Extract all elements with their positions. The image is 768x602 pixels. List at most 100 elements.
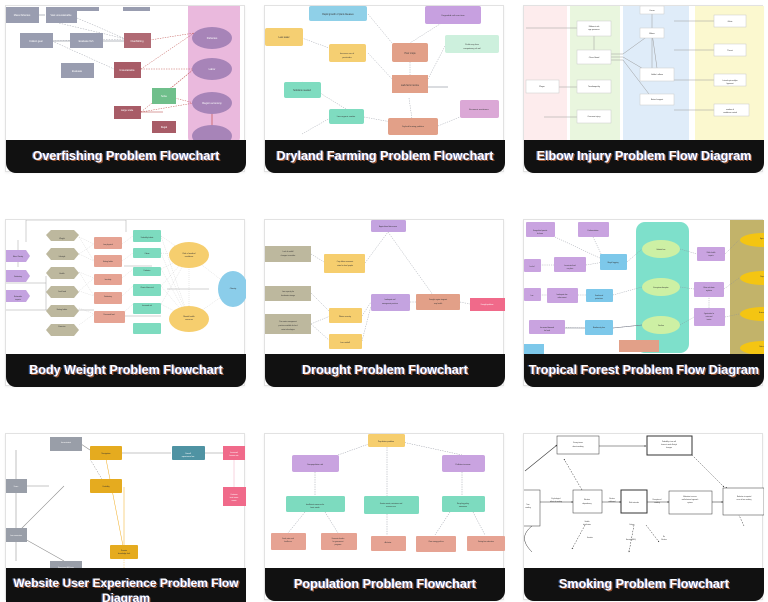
- svg-text:Sedentary: Sedentary: [104, 295, 112, 298]
- svg-text:Obesity: Obesity: [230, 287, 236, 290]
- svg-text:Anxiety (EEG): Anxiety (EEG): [626, 538, 636, 541]
- svg-text:Large scale: Large scale: [121, 109, 134, 112]
- svg-text:Water scarcity: Water scarcity: [339, 315, 351, 318]
- svg-text:Unsustainable: Unsustainable: [119, 69, 135, 72]
- svg-text:Lateral epicondylar: Lateral epicondylar: [722, 79, 738, 82]
- svg-text:Elbow: Elbow: [649, 33, 655, 35]
- svg-text:Population problem: Population problem: [378, 440, 395, 443]
- svg-text:Overfishing: Overfishing: [130, 39, 144, 43]
- svg-text:Natural support: Natural support: [651, 98, 664, 101]
- svg-text:changes: changes: [666, 447, 672, 449]
- svg-text:Evaluate fish: Evaluate fish: [79, 39, 94, 43]
- svg-text:pesticides: pesticides: [342, 56, 351, 59]
- svg-text:remain: remain: [231, 499, 236, 502]
- svg-text:Degraded soil over time: Degraded soil over time: [441, 14, 465, 17]
- svg-text:Drought region stagnant: Drought region stagnant: [429, 298, 448, 301]
- svg-text:Region economy: Region economy: [202, 101, 222, 105]
- svg-text:Users: Users: [14, 485, 19, 488]
- svg-text:programs: programs: [335, 544, 342, 546]
- svg-text:Different risk: Different risk: [589, 25, 600, 28]
- svg-text:Mass Obesity: Mass Obesity: [13, 255, 23, 258]
- svg-text:Inconsistent: Inconsistent: [61, 441, 72, 444]
- svg-text:Recycling policy: Recycling policy: [457, 503, 469, 505]
- svg-text:Obese: Obese: [145, 253, 150, 255]
- svg-text:Risk intervals: Risk intervals: [629, 501, 639, 504]
- svg-text:freshwater storage: freshwater storage: [281, 294, 295, 297]
- svg-text:Lifestyle: Lifestyle: [59, 255, 66, 258]
- svg-text:Economic assistance: Economic assistance: [469, 108, 489, 111]
- svg-text:Nicotine: Nicotine: [584, 498, 590, 501]
- svg-text:Solve: Solve: [161, 95, 168, 98]
- svg-text:resource use: resource use: [386, 505, 396, 508]
- svg-text:Navigation: Navigation: [102, 452, 111, 455]
- svg-text:Low physical: Low physical: [103, 244, 113, 246]
- svg-text:Cause: Cause: [649, 10, 654, 12]
- svg-text:Health: Health: [59, 272, 64, 275]
- svg-text:awareness: awareness: [459, 505, 467, 508]
- svg-text:Increased risk: Increased risk: [142, 305, 152, 307]
- svg-text:Overpopulation risk: Overpopulation risk: [307, 463, 323, 466]
- svg-text:Psychological: Psychological: [551, 498, 561, 500]
- svg-text:Unhealthy habits: Unhealthy habits: [141, 236, 154, 239]
- svg-text:Junk food: Junk food: [58, 291, 66, 293]
- svg-text:Decline: Decline: [658, 325, 664, 327]
- svg-text:Dryland farming problem: Dryland farming problem: [402, 126, 424, 128]
- svg-text:Eating habits: Eating habits: [57, 308, 67, 311]
- svg-text:Teen: Teen: [526, 504, 529, 506]
- svg-text:Deforestation: Deforestation: [588, 229, 599, 232]
- svg-text:Pollution increase: Pollution increase: [456, 463, 471, 466]
- svg-text:Biodiversity loss: Biodiversity loss: [593, 326, 605, 329]
- svg-text:Fisheries: Fisheries: [207, 36, 218, 40]
- svg-text:ligament: ligament: [727, 82, 734, 85]
- svg-text:Weight: Weight: [59, 237, 65, 240]
- svg-text:Nicotine: Nicotine: [661, 538, 667, 541]
- svg-text:Inactivity: Inactivity: [105, 278, 112, 281]
- svg-text:Low organic matter: Low organic matter: [337, 115, 356, 118]
- svg-text:trust issues: trust issues: [230, 496, 239, 499]
- svg-text:Genetics: Genetics: [587, 536, 593, 539]
- svg-text:experience low: experience low: [182, 455, 195, 458]
- svg-text:basic needs: basic needs: [310, 507, 319, 509]
- svg-text:Mental health: Mental health: [183, 315, 194, 318]
- svg-text:age presence: age presence: [588, 28, 599, 31]
- svg-text:Insufficient resources for: Insufficient resources for: [306, 503, 325, 506]
- svg-text:about smoking: about smoking: [573, 445, 584, 448]
- svg-text:for land: for land: [544, 329, 550, 332]
- svg-text:Labor: Labor: [209, 67, 216, 71]
- svg-text:Chronic illness risk: Chronic illness risk: [140, 287, 153, 289]
- svg-text:Mass fisheries: Mass fisheries: [14, 13, 31, 17]
- svg-text:withdrawal: withdrawal: [608, 500, 616, 503]
- svg-text:Agricultural decrease: Agricultural decrease: [379, 225, 397, 228]
- svg-text:Overall: Overall: [185, 452, 192, 455]
- svg-text:changes in weather: changes in weather: [281, 254, 296, 257]
- svg-text:Lack of: Lack of: [530, 266, 535, 268]
- svg-text:Less water: Less water: [278, 36, 289, 39]
- svg-text:Habitat loss: Habitat loss: [657, 248, 666, 251]
- svg-text:Exercise: Exercise: [59, 326, 66, 328]
- svg-text:concerns: concerns: [185, 318, 193, 321]
- svg-text:Class flared: Class flared: [589, 57, 600, 59]
- svg-text:Poor crops: Poor crops: [404, 52, 416, 55]
- svg-text:Vast unsustainable: Vast unsustainable: [51, 14, 73, 17]
- svg-text:Eating habits: Eating habits: [103, 260, 113, 263]
- svg-text:Player: Player: [539, 86, 545, 88]
- svg-text:Clean energy policies: Clean energy policies: [428, 541, 443, 543]
- svg-text:Overuse injury: Overuse injury: [588, 116, 601, 118]
- svg-text:Processed food: Processed food: [103, 314, 114, 316]
- svg-text:Perception of: Perception of: [653, 498, 662, 501]
- svg-text:Customer: Customer: [230, 493, 238, 496]
- svg-text:Low capacity for: Low capacity for: [282, 290, 295, 293]
- svg-text:Fatigue: Fatigue: [629, 523, 634, 526]
- svg-text:Increased demand: Increased demand: [540, 326, 554, 329]
- svg-text:Survey teens: Survey teens: [573, 441, 583, 444]
- svg-text:Golfer's elbow: Golfer's elbow: [651, 73, 664, 76]
- svg-text:dependency: dependency: [582, 503, 591, 505]
- svg-text:Rapid growth of plant diseases: Rapid growth of plant diseases: [322, 13, 354, 16]
- svg-text:identification: identification: [583, 523, 591, 526]
- svg-text:Domain: Domain: [121, 550, 127, 552]
- svg-text:bounce rate: bounce rate: [230, 454, 239, 457]
- svg-text:Tendinopathy: Tendinopathy: [588, 85, 600, 88]
- svg-text:crop health: crop health: [434, 302, 442, 305]
- svg-text:conditions control: conditions control: [723, 111, 738, 114]
- svg-text:competency of soil: competency of soil: [463, 47, 481, 50]
